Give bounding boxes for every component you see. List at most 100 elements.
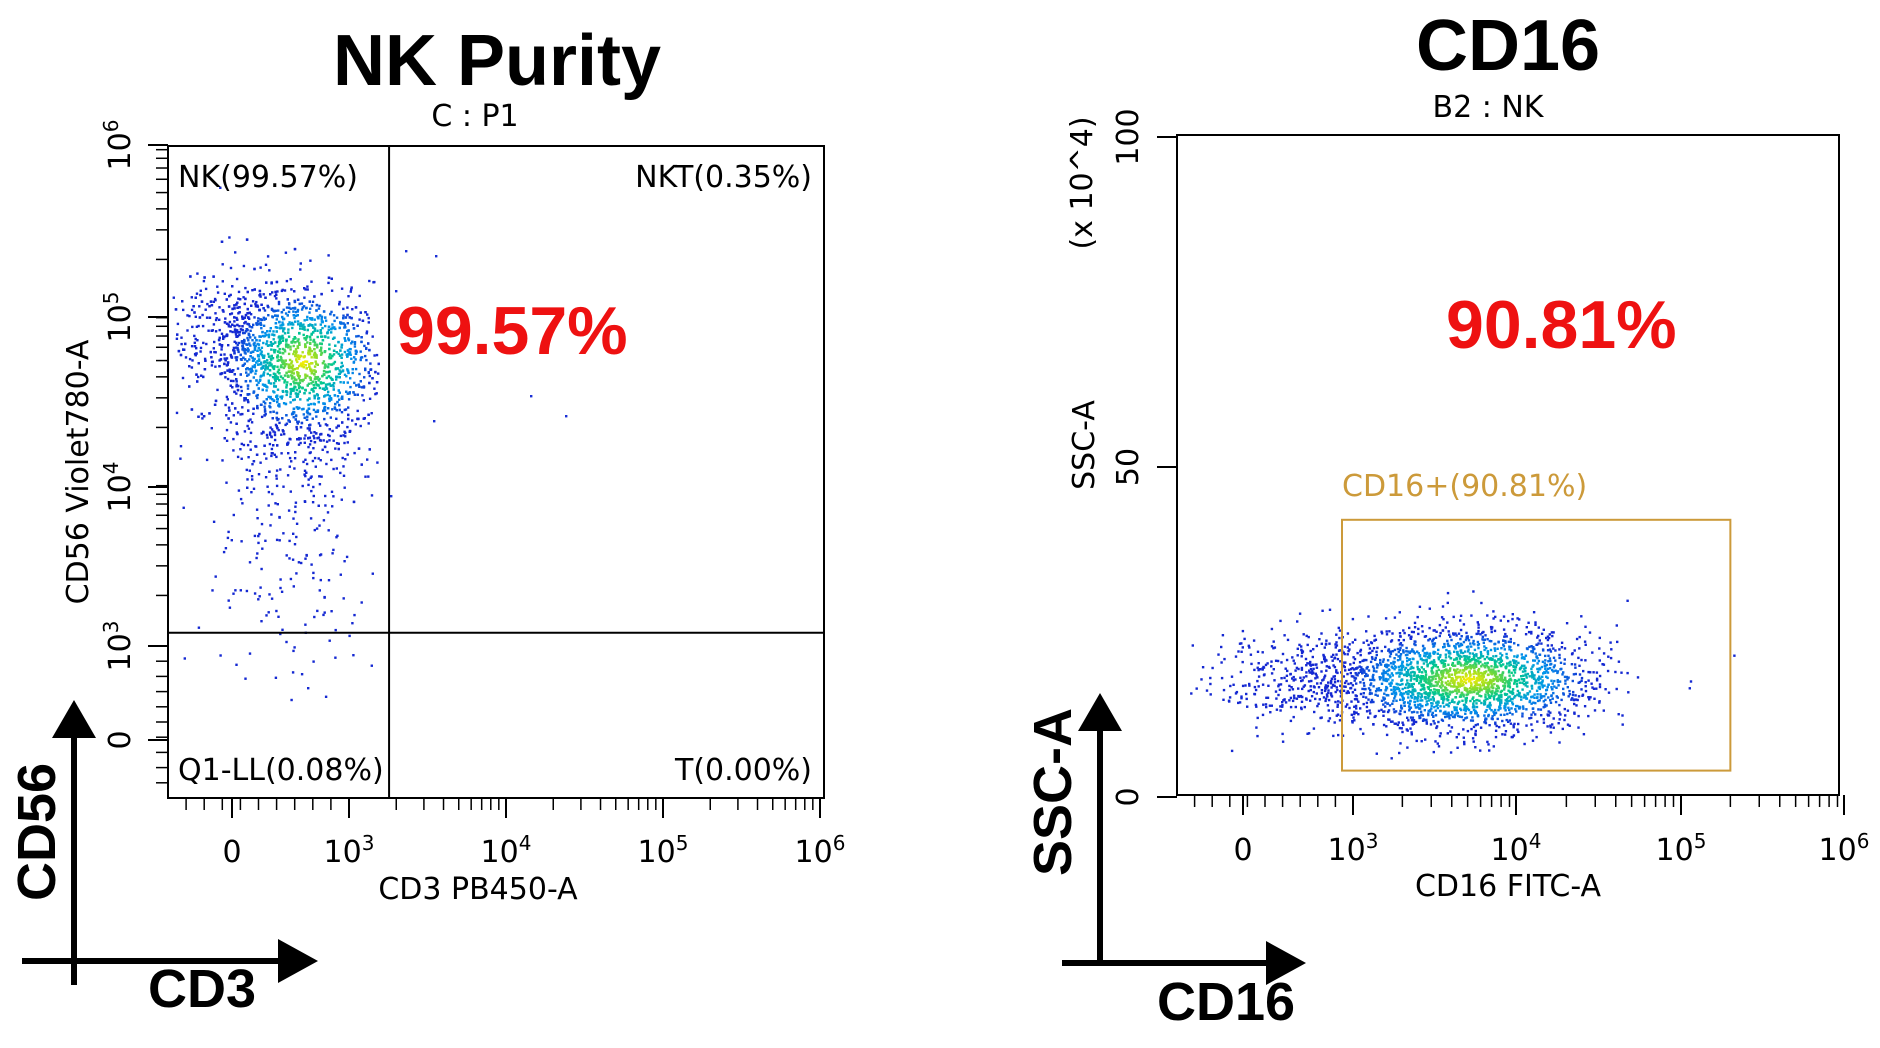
scatter-point bbox=[255, 556, 258, 560]
scatter-point bbox=[1582, 733, 1586, 736]
scatter-point bbox=[359, 356, 363, 359]
scatter-point bbox=[335, 442, 339, 445]
scatter-point bbox=[1465, 645, 1469, 649]
scatter-point bbox=[1346, 690, 1349, 693]
scatter-point bbox=[1532, 646, 1535, 649]
scatter-point bbox=[1247, 644, 1250, 647]
scatter-point bbox=[1441, 696, 1444, 699]
scatter-point bbox=[1399, 656, 1402, 659]
scatter-point bbox=[289, 577, 293, 581]
scatter-point bbox=[286, 374, 289, 377]
scatter-point bbox=[1325, 639, 1328, 642]
scatter-point bbox=[299, 324, 302, 327]
scatter-point bbox=[324, 335, 327, 338]
scatter-point bbox=[303, 328, 306, 331]
scatter-point bbox=[1509, 677, 1512, 680]
scatter-point bbox=[278, 403, 281, 406]
scatter-point bbox=[1589, 671, 1592, 674]
scatter-point bbox=[1520, 675, 1523, 678]
scatter-point bbox=[301, 327, 304, 330]
scatter-point bbox=[1462, 695, 1465, 698]
scatter-point bbox=[259, 293, 262, 296]
scatter-point bbox=[1431, 702, 1434, 705]
scatter-point bbox=[347, 338, 351, 342]
scatter-point bbox=[319, 349, 323, 352]
scatter-point bbox=[1427, 655, 1430, 659]
scatter-point bbox=[1444, 681, 1447, 684]
scatter-point bbox=[343, 337, 346, 340]
scatter-point bbox=[304, 376, 307, 380]
scatter-point bbox=[1444, 676, 1447, 679]
scatter-point bbox=[252, 412, 255, 415]
scatter-point bbox=[1446, 694, 1449, 698]
scatter-point bbox=[1536, 643, 1539, 646]
scatter-point bbox=[1471, 686, 1475, 689]
scatter-point bbox=[1311, 655, 1314, 659]
scatter-point bbox=[1382, 658, 1385, 661]
scatter-point bbox=[360, 336, 363, 339]
scatter-point bbox=[319, 331, 323, 335]
scatter-point bbox=[236, 323, 239, 327]
scatter-point bbox=[266, 304, 269, 308]
scatter-point bbox=[225, 395, 229, 399]
scatter-point bbox=[1577, 726, 1580, 729]
scatter-point bbox=[252, 323, 255, 326]
scatter-point bbox=[1537, 634, 1540, 638]
scatter-point bbox=[1462, 669, 1466, 672]
scatter-point bbox=[1500, 694, 1503, 697]
scatter-point bbox=[1423, 691, 1426, 695]
scatter-point bbox=[289, 348, 292, 351]
scatter-point bbox=[193, 341, 196, 344]
scatter-point bbox=[1394, 666, 1398, 669]
scatter-point bbox=[277, 417, 280, 421]
scatter-point bbox=[1435, 701, 1438, 704]
scatter-point bbox=[1292, 715, 1295, 719]
scatter-point bbox=[367, 342, 370, 345]
scatter-point bbox=[1584, 689, 1588, 693]
scatter-point bbox=[1488, 639, 1491, 643]
scatter-point bbox=[1577, 656, 1580, 660]
scatter-point bbox=[214, 312, 217, 315]
scatter-point bbox=[304, 337, 308, 340]
scatter-point bbox=[1336, 679, 1340, 683]
scatter-point bbox=[1486, 690, 1490, 693]
scatter-point bbox=[1382, 669, 1385, 672]
scatter-point bbox=[218, 336, 221, 340]
scatter-point bbox=[1490, 709, 1493, 712]
scatter-point bbox=[1408, 651, 1411, 655]
scatter-point bbox=[1459, 637, 1462, 641]
scatter-point bbox=[348, 429, 352, 433]
scatter-point bbox=[309, 517, 313, 520]
scatter-point bbox=[253, 534, 257, 538]
scatter-point bbox=[1413, 700, 1416, 703]
scatter-point bbox=[271, 291, 274, 294]
scatter-point bbox=[253, 357, 256, 361]
scatter-point bbox=[1474, 685, 1477, 688]
scatter-point bbox=[325, 376, 328, 380]
scatter-point bbox=[1351, 641, 1354, 644]
scatter-point bbox=[1241, 646, 1244, 649]
scatter-point bbox=[1546, 638, 1550, 642]
y-tick-label: 106 bbox=[99, 120, 138, 171]
scatter-point bbox=[1384, 701, 1387, 704]
scatter-point bbox=[237, 348, 240, 352]
scatter-point bbox=[239, 373, 242, 376]
scatter-point bbox=[1504, 699, 1507, 702]
scatter-point bbox=[1508, 684, 1511, 688]
scatter-point bbox=[1390, 757, 1393, 760]
scatter-point bbox=[351, 340, 354, 343]
scatter-point bbox=[1272, 640, 1275, 643]
scatter-point bbox=[1315, 644, 1318, 648]
scatter-point bbox=[265, 333, 268, 337]
scatter-point bbox=[323, 350, 327, 353]
scatter-point bbox=[262, 364, 265, 368]
scatter-point bbox=[290, 387, 293, 391]
scatter-point bbox=[262, 372, 265, 376]
scatter-point bbox=[1536, 667, 1539, 671]
scatter-point bbox=[270, 513, 273, 516]
scatter-point bbox=[1434, 674, 1438, 677]
scatter-point bbox=[296, 407, 300, 410]
scatter-point bbox=[243, 331, 246, 335]
scatter-point bbox=[246, 336, 249, 340]
scatter-point bbox=[1502, 645, 1506, 648]
